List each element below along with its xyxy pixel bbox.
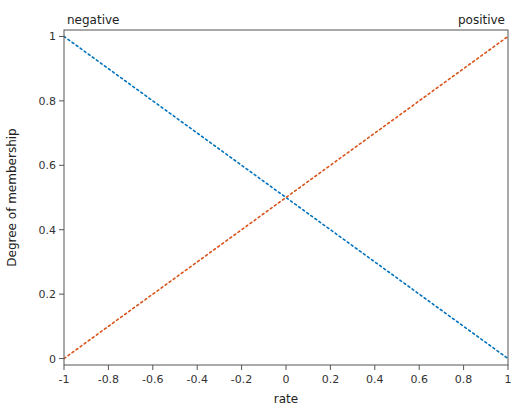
x-tick [197, 365, 198, 370]
x-tick-label: 1 [505, 373, 512, 386]
x-tick [152, 365, 153, 370]
x-tick-label: 0.8 [455, 373, 473, 386]
series-line [64, 36, 508, 358]
x-tick-label: -0.8 [98, 373, 119, 386]
x-tick-label: -0.2 [231, 373, 252, 386]
x-axis-label: rate [274, 392, 298, 406]
x-tick-label: -0.4 [186, 373, 207, 386]
x-tick [374, 365, 375, 370]
y-tick [59, 358, 64, 359]
axes: -1 -0.8 -0.6 -0.4 -0.2 0 0.2 0.4 0.6 0.8 1 0 0.2 0.4 0… [39, 30, 512, 386]
x-tick-label: -0.6 [142, 373, 163, 386]
y-axis-label: Degree of membership [5, 128, 19, 266]
x-tick-label: 0.2 [322, 373, 340, 386]
x-tick-label: 0.4 [366, 373, 384, 386]
x-tick-label: 0 [283, 373, 290, 386]
plot-frame [64, 30, 508, 365]
y-tick [59, 36, 64, 37]
x-tick [419, 365, 420, 370]
x-tick-label: 0.6 [410, 373, 428, 386]
y-tick [59, 229, 64, 230]
y-tick-label: 0.2 [39, 288, 57, 301]
annotation: negative [67, 13, 119, 27]
series-line [64, 36, 508, 358]
x-tick-label: -1 [59, 373, 70, 386]
y-tick [59, 165, 64, 166]
y-tick-label: 0.8 [39, 95, 57, 108]
plot-area [64, 36, 508, 358]
plot-background [64, 30, 508, 365]
annotation: positive [458, 13, 505, 27]
y-tick-label: 0.6 [39, 159, 57, 172]
chart: -1 -0.8 -0.6 -0.4 -0.2 0 0.2 0.4 0.6 0.8 1 0 0.2 0.4 0… [0, 0, 526, 413]
x-tick [108, 365, 109, 370]
x-tick [241, 365, 242, 370]
x-tick [286, 365, 287, 370]
y-tick [59, 294, 64, 295]
y-tick-label: 0.4 [39, 224, 57, 237]
x-tick [508, 365, 509, 370]
y-tick-label: 0 [49, 353, 56, 366]
x-tick [64, 365, 65, 370]
y-tick-label: 1 [49, 30, 56, 43]
x-tick [463, 365, 464, 370]
y-tick [59, 100, 64, 101]
x-tick [330, 365, 331, 370]
